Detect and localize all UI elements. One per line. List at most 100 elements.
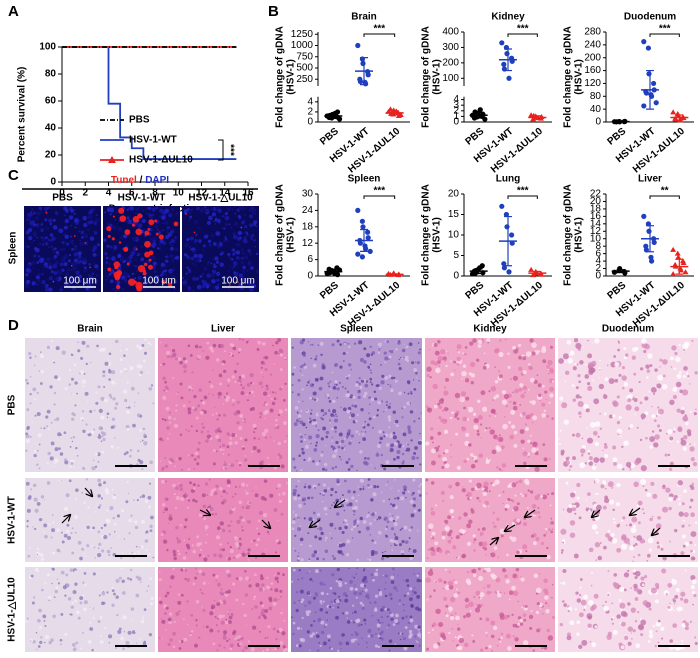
texture	[389, 434, 393, 438]
texture	[385, 528, 387, 530]
texture	[441, 466, 444, 469]
texture	[37, 226, 39, 228]
texture	[362, 437, 366, 441]
texture	[245, 455, 247, 457]
texture	[528, 389, 530, 391]
texture	[165, 256, 167, 258]
texture	[227, 239, 230, 242]
x-tick-label: PBS	[318, 126, 341, 148]
texture	[140, 582, 141, 583]
texture	[227, 288, 230, 291]
texture	[72, 266, 77, 271]
data-point	[506, 76, 511, 81]
texture	[106, 275, 109, 278]
texture	[169, 586, 171, 588]
texture	[247, 552, 250, 555]
texture	[32, 281, 36, 285]
tunel-signal	[113, 216, 115, 218]
texture	[680, 410, 684, 414]
y-tick-label: 80	[590, 91, 602, 102]
texture	[473, 425, 478, 430]
texture	[92, 527, 95, 530]
texture	[465, 532, 467, 534]
texture	[223, 215, 224, 216]
texture	[549, 402, 551, 404]
tunel-signal	[84, 242, 86, 244]
texture	[62, 351, 66, 355]
texture	[234, 441, 238, 445]
texture	[351, 576, 353, 578]
texture	[561, 452, 564, 455]
texture	[444, 430, 448, 434]
texture	[137, 551, 138, 552]
texture	[631, 633, 632, 634]
texture	[382, 606, 385, 609]
texture	[506, 524, 509, 527]
texture	[293, 622, 296, 625]
texture	[684, 341, 690, 347]
texture	[103, 535, 107, 539]
texture	[94, 546, 96, 548]
texture	[510, 378, 512, 380]
texture	[48, 262, 52, 266]
texture	[210, 262, 212, 264]
texture	[250, 541, 252, 543]
texture	[604, 454, 608, 458]
texture	[60, 452, 64, 456]
texture	[407, 584, 410, 587]
texture	[296, 644, 299, 647]
texture	[120, 345, 121, 346]
texture	[603, 395, 607, 399]
texture	[657, 375, 663, 381]
texture	[196, 207, 200, 211]
texture	[665, 453, 668, 456]
texture	[689, 541, 692, 544]
row-label: HSV-1-WT	[7, 496, 18, 544]
texture	[65, 235, 69, 239]
texture	[618, 342, 620, 344]
texture	[405, 626, 408, 629]
texture	[197, 455, 200, 458]
texture	[578, 645, 582, 649]
texture	[512, 346, 516, 350]
texture	[579, 612, 584, 617]
y-tick-label: 60	[45, 96, 57, 107]
significance: ***	[517, 24, 529, 35]
texture	[363, 619, 366, 622]
texture	[598, 436, 600, 438]
texture	[426, 648, 429, 651]
texture	[411, 361, 414, 364]
texture	[95, 218, 99, 222]
texture	[306, 385, 308, 387]
texture	[254, 573, 257, 576]
texture	[234, 206, 236, 208]
texture	[409, 557, 412, 560]
tunel-signal	[124, 248, 127, 251]
texture	[429, 376, 431, 378]
texture	[443, 390, 448, 395]
texture	[387, 384, 388, 385]
texture	[84, 584, 86, 586]
y-tick-label: 400	[442, 27, 459, 38]
texture	[691, 457, 695, 461]
texture	[521, 389, 523, 391]
texture	[367, 514, 370, 517]
texture	[75, 289, 76, 290]
texture	[39, 243, 41, 245]
texture	[170, 247, 174, 251]
texture	[619, 374, 622, 377]
texture	[210, 508, 214, 512]
texture	[621, 544, 627, 550]
texture	[494, 366, 496, 368]
texture	[385, 595, 388, 598]
y-tick-label: 22	[590, 189, 602, 200]
texture	[179, 382, 182, 385]
texture	[230, 521, 232, 523]
y-tick-label: 100	[442, 73, 459, 84]
texture	[47, 462, 49, 464]
texture	[223, 630, 227, 634]
texture	[230, 463, 234, 467]
texture	[227, 590, 231, 594]
tunel-signal	[107, 268, 111, 272]
texture	[419, 494, 422, 497]
